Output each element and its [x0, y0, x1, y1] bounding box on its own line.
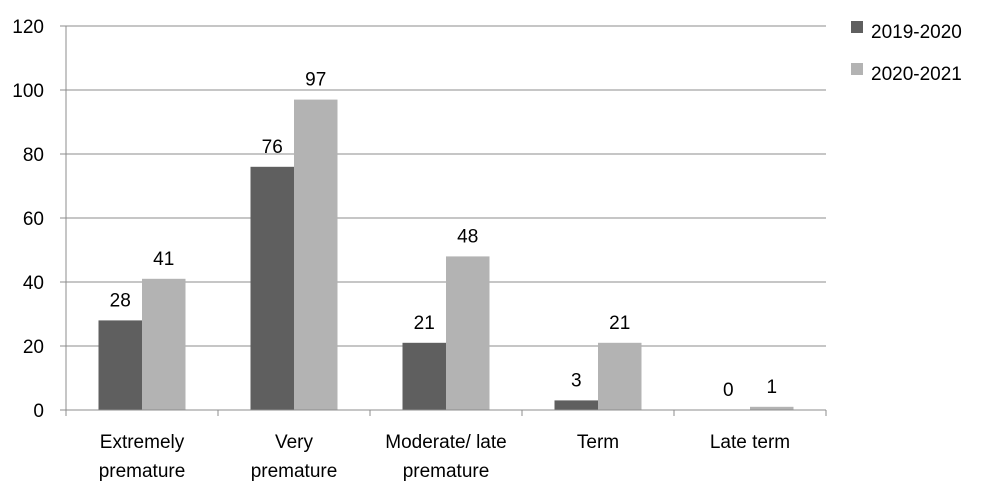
y-axis-ticks: 0 20 40 60 80 100 120 [12, 17, 44, 422]
y-tick-label: 120 [12, 17, 44, 38]
x-axis-categories: Extremely premature Very premature Moderate/… [99, 432, 790, 482]
gridlines [66, 25, 826, 347]
data-label: 97 [305, 70, 326, 91]
legend-label: 2019-2020 [871, 22, 962, 43]
y-tick-label: 20 [23, 337, 44, 358]
data-label: 76 [262, 137, 283, 158]
x-category-label: Term [577, 432, 619, 453]
x-category-label: Very premature [251, 432, 338, 482]
data-label: 21 [414, 313, 435, 334]
x-category-label: Late term [710, 432, 790, 453]
legend: 2019-2020 2020-2021 [851, 21, 962, 85]
y-tick-label: 100 [12, 81, 44, 102]
data-label: 1 [766, 377, 777, 398]
legend-swatch [851, 63, 863, 75]
data-label: 41 [153, 249, 174, 270]
bar-2020-2021-1 [294, 99, 338, 410]
bar-2019-2020-3 [554, 400, 598, 410]
y-tick-label: 40 [23, 273, 44, 294]
legend-swatch [851, 21, 863, 33]
bar-2020-2021-4 [750, 406, 794, 410]
y-tick-label: 60 [23, 209, 44, 230]
y-tick-label: 0 [33, 401, 44, 422]
data-label: 48 [457, 226, 478, 247]
y-tick-label: 80 [23, 145, 44, 166]
x-category-label: Extremely premature [99, 432, 186, 482]
data-label: 0 [723, 380, 734, 401]
data-labels: 28 41 76 97 21 48 3 21 0 1 [110, 70, 777, 401]
data-label: 21 [609, 313, 630, 334]
bar-2020-2021-0 [142, 278, 186, 410]
bars [98, 99, 794, 410]
axes [60, 25, 827, 416]
data-label: 3 [571, 370, 582, 391]
bar-2019-2020-1 [250, 166, 294, 410]
x-category-label: Moderate/ late premature [385, 432, 506, 482]
data-label: 28 [110, 290, 131, 311]
bar-2019-2020-2 [402, 342, 446, 410]
bar-2020-2021-2 [446, 256, 490, 410]
bar-2020-2021-3 [598, 342, 642, 410]
bar-2019-2020-0 [98, 320, 142, 410]
legend-label: 2020-2021 [871, 64, 962, 85]
